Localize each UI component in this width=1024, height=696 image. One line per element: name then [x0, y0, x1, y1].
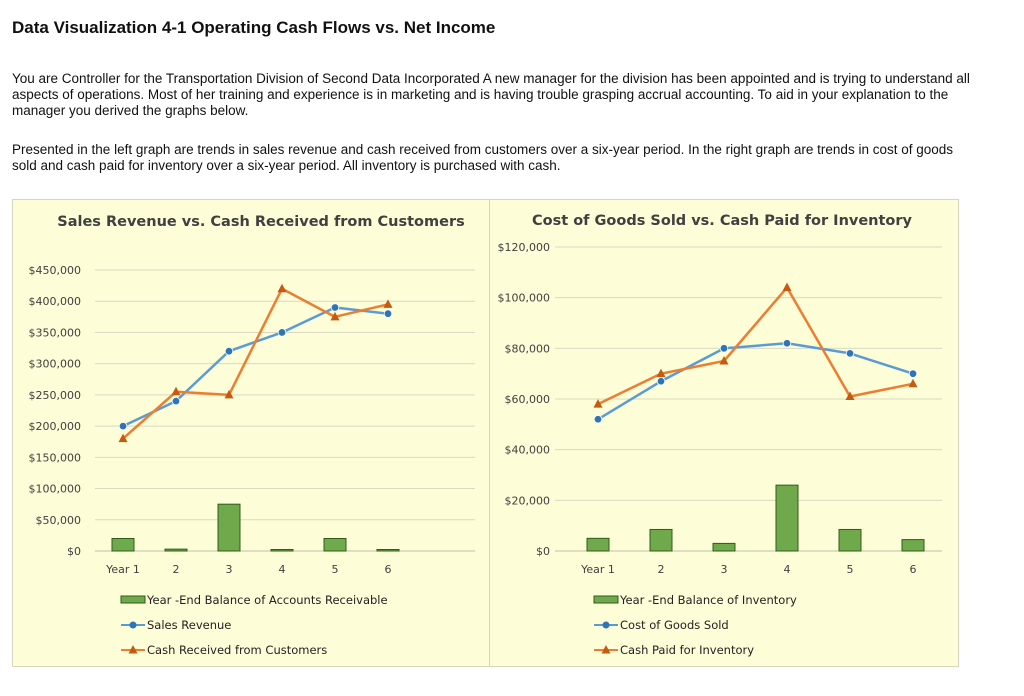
point-circle	[593, 415, 603, 424]
y-tick-label: $400,000	[29, 295, 82, 308]
x-tick-label: 5	[332, 563, 339, 576]
legend-label: Year -End Balance of Inventory	[619, 593, 797, 607]
intro-paragraph: You are Controller for the Transportatio…	[12, 71, 970, 118]
legend-label: Cost of Goods Sold	[620, 618, 729, 632]
bar-1	[111, 538, 135, 552]
bar-6	[376, 549, 400, 552]
point-circle	[719, 344, 729, 353]
point-triangle	[593, 399, 603, 408]
y-tick-label: $250,000	[29, 389, 82, 402]
y-tick-label: $100,000	[498, 292, 551, 305]
page-title: Data Visualization 4-1 Operating Cash Fl…	[12, 18, 496, 37]
series-line-1	[597, 342, 914, 421]
sales-chart: Sales Revenue vs. Cash Received from Cus…	[29, 214, 475, 657]
x-tick-label: Year 1	[580, 563, 615, 576]
series-line-2	[122, 287, 389, 440]
point-triangle	[719, 356, 729, 365]
x-tick-label: Year 1	[105, 563, 140, 576]
series-line-1	[122, 306, 389, 428]
y-tick-label: $40,000	[505, 444, 551, 457]
y-tick-label: $0	[67, 545, 81, 558]
legend-label: Year -End Balance of Accounts Receivable	[146, 593, 388, 607]
point-circle	[845, 349, 855, 358]
cogs-chart-panel: Cost of Goods Sold vs. Cash Paid for Inv…	[489, 199, 959, 667]
chart-title: Cost of Goods Sold vs. Cash Paid for Inv…	[532, 213, 913, 229]
x-tick-label: 4	[279, 563, 286, 576]
legend-marker	[601, 645, 611, 654]
legend-marker	[129, 621, 137, 629]
point-circle	[171, 396, 181, 406]
point-circle	[656, 377, 666, 386]
bar-1	[586, 537, 610, 552]
y-tick-label: $60,000	[505, 393, 551, 406]
x-tick-label: 3	[721, 563, 728, 576]
point-triangle	[118, 433, 128, 443]
cogs-chart: Cost of Goods Sold vs. Cash Paid for Inv…	[498, 213, 942, 657]
bar-5	[323, 538, 347, 552]
legend-label: Sales Revenue	[147, 618, 231, 632]
series-line-2	[597, 286, 914, 406]
bar-2	[649, 528, 673, 552]
point-triangle	[224, 389, 234, 399]
legend-marker	[602, 621, 610, 629]
x-tick-label: 3	[226, 563, 233, 576]
chart-title: Sales Revenue vs. Cash Received from Cus…	[57, 214, 465, 230]
y-tick-label: $80,000	[505, 342, 551, 355]
point-triangle	[908, 378, 918, 388]
sales-chart-panel: Sales Revenue vs. Cash Received from Cus…	[12, 199, 490, 667]
point-triangle	[383, 299, 393, 308]
point-triangle	[782, 282, 792, 292]
point-circle	[782, 339, 792, 348]
point-triangle	[330, 311, 340, 321]
bar-6	[901, 539, 925, 552]
point-triangle	[171, 386, 181, 396]
x-tick-label: 2	[658, 563, 665, 576]
bar-3	[217, 503, 241, 552]
y-tick-label: $300,000	[29, 358, 82, 371]
y-tick-label: $200,000	[29, 420, 82, 433]
x-tick-label: 4	[784, 563, 791, 576]
bar-4	[775, 484, 799, 552]
y-tick-label: $0	[536, 545, 550, 558]
y-tick-label: $20,000	[505, 494, 551, 507]
point-circle	[224, 346, 234, 356]
point-triangle	[845, 391, 855, 400]
point-circle	[118, 421, 128, 431]
details-paragraph: Presented in the left graph are trends i…	[12, 142, 954, 173]
legend-label: Cash Received from Customers	[147, 643, 327, 657]
point-triangle	[277, 283, 287, 293]
y-tick-label: $100,000	[29, 483, 82, 496]
bar-3	[712, 542, 736, 552]
legend-bar-swatch	[120, 595, 146, 604]
y-tick-label: $350,000	[29, 326, 82, 339]
x-tick-label: 2	[173, 563, 180, 576]
legend-label: Cash Paid for Inventory	[620, 643, 754, 657]
y-tick-label: $450,000	[29, 264, 82, 277]
point-circle	[277, 328, 287, 337]
x-tick-label: 6	[910, 563, 917, 576]
x-tick-label: 6	[385, 563, 392, 576]
bar-2	[164, 548, 188, 552]
legend-bar-swatch	[593, 595, 619, 604]
x-tick-label: 5	[847, 563, 854, 576]
point-circle	[330, 303, 340, 312]
y-tick-label: $150,000	[29, 451, 82, 464]
bar-5	[838, 528, 862, 552]
legend-marker	[128, 645, 138, 654]
point-circle	[383, 309, 393, 318]
bar-4	[270, 549, 294, 552]
point-circle	[908, 369, 918, 378]
y-tick-label: $50,000	[36, 514, 82, 527]
point-triangle	[656, 368, 666, 378]
y-tick-label: $120,000	[498, 241, 551, 254]
